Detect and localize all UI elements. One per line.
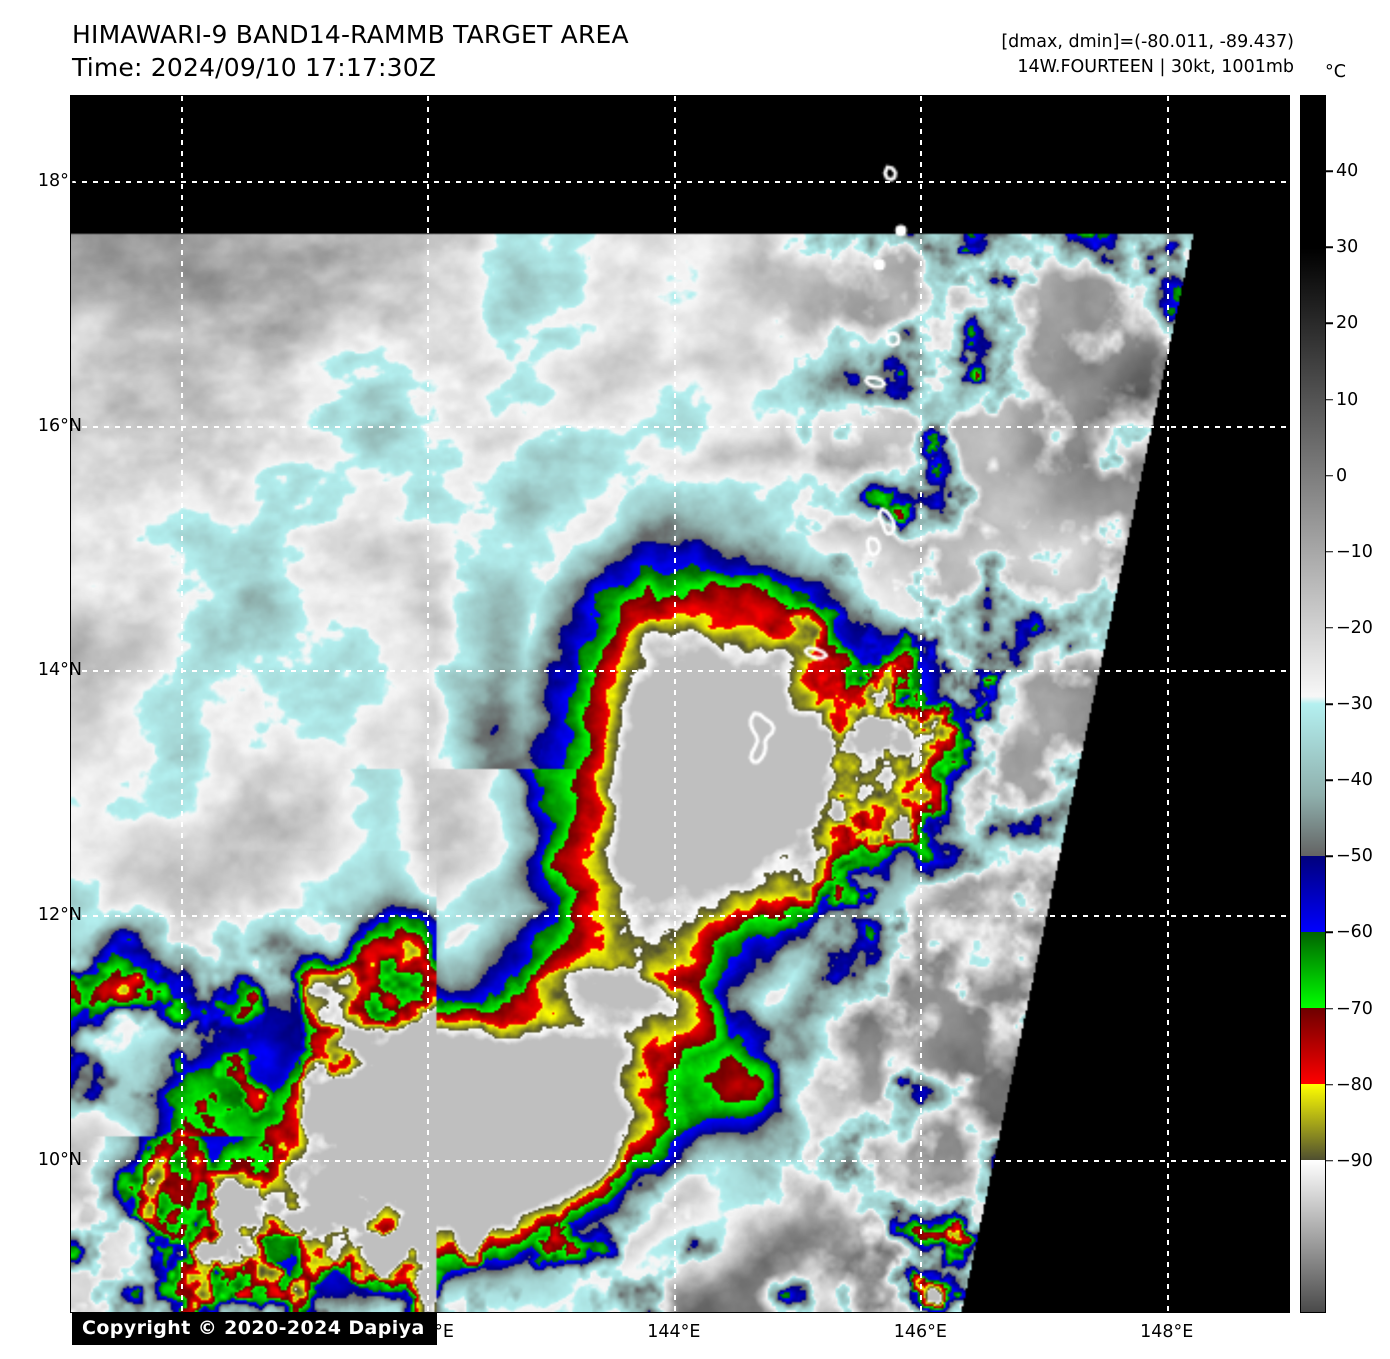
colorbar-tick-label: 30 [1336, 237, 1359, 258]
colorbar-tickmark [1326, 1160, 1333, 1162]
colorbar-tickmark [1326, 398, 1333, 401]
colorbar-tickmark [1326, 855, 1333, 857]
colorbar-tickmark [1326, 931, 1333, 934]
colorbar-tickmark [1326, 779, 1333, 781]
colorbar-tick-label: −10 [1336, 541, 1373, 562]
colorbar-tick-label: −60 [1336, 922, 1373, 943]
colorbar-tick-label: −80 [1336, 1074, 1373, 1095]
colorbar-tick-label: −20 [1336, 617, 1373, 638]
colorbar-tick-label: 20 [1336, 313, 1359, 334]
title-line-1: HIMAWARI-9 BAND14-RAMMB TARGET AREA [72, 20, 629, 49]
satellite-raster [71, 96, 1289, 1312]
title-line-2: Time: 2024/09/10 17:17:30Z [72, 53, 437, 82]
colorbar-tick-label: −30 [1336, 694, 1373, 714]
colorbar-tickmark [1326, 551, 1333, 553]
colorbar-tickmark [1326, 170, 1333, 172]
colorbar-tickmark [1326, 703, 1333, 705]
lon-tick-label: 144°E [647, 1322, 701, 1342]
copyright-banner: Copyright © 2020-2024 Dapiya [72, 1313, 437, 1345]
lat-tick-label: 18°N [37, 170, 82, 191]
metadata-block: [dmax, dmin]=(-80.011, -89.437) 14W.FOUR… [1001, 30, 1294, 80]
dmax-dmin-readout: [dmax, dmin]=(-80.011, -89.437) [1001, 32, 1294, 52]
colorbar-tick-label: 10 [1336, 389, 1359, 410]
colorbar-tick-label: 40 [1336, 161, 1359, 182]
colorbar-unit-label: °C [1325, 62, 1346, 82]
colorbar-tick-label: −90 [1336, 1150, 1373, 1171]
temperature-colorbar[interactable] [1300, 95, 1326, 1313]
storm-info-readout: 14W.FOURTEEN | 30kt, 1001mb [1017, 57, 1294, 77]
lat-tick-label: 12°N [37, 905, 82, 926]
lon-tick-label: 148°E [1140, 1322, 1194, 1342]
colorbar-tickmark [1326, 1007, 1333, 1010]
lat-tick-label: 16°N [37, 415, 82, 436]
colorbar-gradient [1301, 96, 1325, 1312]
lon-tick-label: 146°E [893, 1322, 947, 1342]
satellite-image-plot[interactable] [70, 95, 1290, 1313]
colorbar-tickmark [1326, 1083, 1333, 1086]
lat-tick-label: 10°N [37, 1149, 82, 1170]
plot-inner [71, 96, 1289, 1312]
colorbar-tickmark [1326, 246, 1333, 248]
colorbar-tickmark [1326, 322, 1333, 325]
colorbar-tick-label: −50 [1336, 846, 1373, 867]
colorbar-tick-label: −40 [1336, 770, 1373, 791]
colorbar-tick-label: −70 [1336, 998, 1373, 1019]
colorbar-tickmark [1326, 474, 1333, 477]
colorbar-tickmark [1326, 627, 1333, 629]
lat-tick-label: 14°N [37, 660, 82, 681]
page-title: HIMAWARI-9 BAND14-RAMMB TARGET AREA Time… [72, 18, 629, 84]
colorbar-tick-label: 0 [1336, 465, 1348, 486]
